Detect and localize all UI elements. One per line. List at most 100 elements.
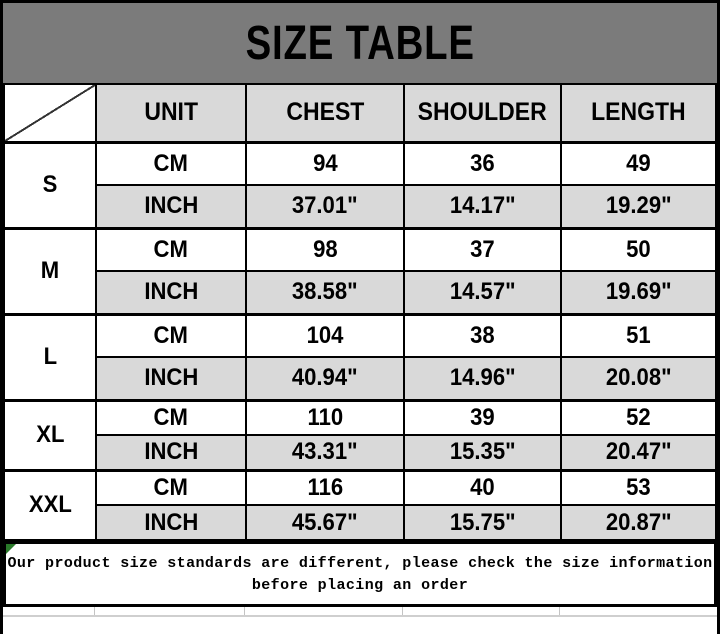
- shoulder-value: 14.96": [449, 364, 516, 392]
- length-value: 49: [626, 149, 651, 177]
- column-header-shoulder: SHOULDER: [403, 83, 562, 144]
- chest-value-cell: 45.67": [245, 504, 405, 541]
- length-value: 19.29": [605, 192, 672, 220]
- shoulder-value: 40: [470, 473, 495, 501]
- length-value-cell: 19.69": [560, 270, 717, 315]
- length-value-cell: 51: [560, 312, 717, 358]
- unit-label: INCH: [144, 364, 198, 392]
- shoulder-value: 15.35": [449, 438, 516, 466]
- size-label-l: L: [3, 312, 97, 401]
- chest-value: 94: [312, 149, 338, 177]
- unit-label: CM: [153, 149, 189, 177]
- shoulder-value-cell: 39: [403, 398, 562, 436]
- column-header-chest-label: CHEST: [286, 98, 364, 127]
- unit-cell: INCH: [95, 504, 247, 541]
- grid-remnant-segment: [95, 607, 245, 615]
- table-row: INCH 37.01" 14.17" 19.29": [4, 184, 717, 229]
- length-value-cell: 20.08": [560, 356, 717, 401]
- size-label-s: S: [3, 140, 97, 229]
- table-row: L CM 104 38 51: [3, 312, 717, 401]
- chest-value: 45.67": [292, 508, 358, 536]
- table-row: INCH 45.67" 15.75" 20.87": [4, 504, 717, 541]
- grid-remnant-segment: [403, 607, 560, 615]
- unit-label: CM: [153, 235, 189, 263]
- chest-value-cell: 40.94": [245, 356, 405, 401]
- shoulder-value: 38: [470, 321, 495, 349]
- table-row: XL CM 110 39 52: [3, 398, 717, 471]
- table-row: S CM 94 36 49: [3, 140, 717, 229]
- shoulder-value-cell: 15.75": [403, 504, 562, 541]
- shoulder-value-cell: 36: [403, 140, 562, 186]
- table-header-row: UNIT CHEST SHOULDER LENGTH: [3, 83, 717, 144]
- shoulder-value: 37: [470, 235, 495, 263]
- unit-cell: CM: [95, 312, 247, 358]
- unit-label: INCH: [144, 508, 198, 536]
- title-bar: SIZE TABLE: [3, 3, 717, 83]
- size-label-text: XXL: [28, 491, 72, 519]
- grid-remnant-segment: [245, 607, 403, 615]
- length-value-cell: 52: [560, 398, 717, 436]
- unit-label: INCH: [144, 192, 198, 220]
- length-value-cell: 53: [560, 468, 717, 506]
- length-value: 51: [626, 321, 651, 349]
- length-value: 50: [626, 235, 651, 263]
- length-value: 20.47": [605, 438, 672, 466]
- note-line-1: Our product size standards are different…: [7, 555, 713, 572]
- shoulder-value-cell: 40: [403, 468, 562, 506]
- length-value: 20.08": [605, 364, 672, 392]
- table-row: XXL CM 116 40 53: [3, 468, 717, 541]
- shoulder-value: 14.57": [449, 278, 516, 306]
- size-label-m: M: [3, 226, 97, 315]
- table-row: INCH 40.94" 14.96" 20.08": [4, 356, 717, 401]
- column-header-shoulder-label: SHOULDER: [417, 98, 548, 127]
- shoulder-value-cell: 14.17": [403, 184, 562, 229]
- length-value: 20.87": [605, 508, 672, 536]
- size-label-xxl: XXL: [3, 468, 97, 541]
- chest-value: 110: [307, 403, 343, 431]
- chest-value-cell: 116: [245, 468, 405, 506]
- chest-value-cell: 110: [245, 398, 405, 436]
- size-label-text: S: [42, 171, 58, 198]
- chest-value: 98: [312, 235, 338, 263]
- chest-value-cell: 94: [245, 140, 405, 186]
- size-label-text: XL: [35, 421, 65, 448]
- shoulder-value: 14.17": [449, 192, 516, 220]
- unit-cell: CM: [95, 468, 247, 506]
- grid-remnant-strip: [3, 607, 717, 617]
- unit-cell: INCH: [95, 356, 247, 401]
- unit-label: INCH: [144, 438, 198, 466]
- chest-value: 116: [307, 473, 343, 501]
- chest-value-cell: 37.01": [245, 184, 405, 229]
- length-value: 52: [626, 403, 651, 431]
- chest-value: 40.94": [292, 364, 358, 392]
- size-label-text: M: [40, 257, 60, 284]
- note-line-2: before placing an order: [251, 577, 469, 594]
- grid-remnant-segment: [3, 607, 95, 615]
- column-header-chest: CHEST: [245, 83, 405, 144]
- unit-label: INCH: [144, 278, 198, 306]
- column-header-length-label: LENGTH: [591, 98, 686, 127]
- size-label-text: L: [43, 343, 57, 370]
- size-label-xl: XL: [3, 398, 97, 471]
- length-value-cell: 50: [560, 226, 717, 272]
- chest-value: 104: [306, 321, 344, 349]
- chest-value-cell: 98: [245, 226, 405, 272]
- length-value-cell: 20.47": [560, 434, 717, 471]
- unit-cell: CM: [95, 226, 247, 272]
- unit-label: CM: [153, 403, 189, 431]
- shoulder-value: 15.75": [449, 508, 516, 536]
- length-value: 19.69": [605, 278, 672, 306]
- column-header-unit-label: UNIT: [144, 98, 198, 127]
- size-note-box: Our product size standards are different…: [3, 541, 717, 607]
- unit-cell: CM: [95, 140, 247, 186]
- length-value-cell: 49: [560, 140, 717, 186]
- chest-value-cell: 43.31": [245, 434, 405, 471]
- corner-diagonal-cell: [3, 83, 97, 144]
- chest-value: 43.31": [292, 438, 358, 466]
- table-row: INCH 38.58" 14.57" 19.69": [4, 270, 717, 315]
- unit-cell: CM: [95, 398, 247, 436]
- size-table: UNIT CHEST SHOULDER LENGTH S CM 94 36 49…: [3, 83, 717, 541]
- page-title: SIZE TABLE: [245, 16, 475, 70]
- shoulder-value-cell: 37: [403, 226, 562, 272]
